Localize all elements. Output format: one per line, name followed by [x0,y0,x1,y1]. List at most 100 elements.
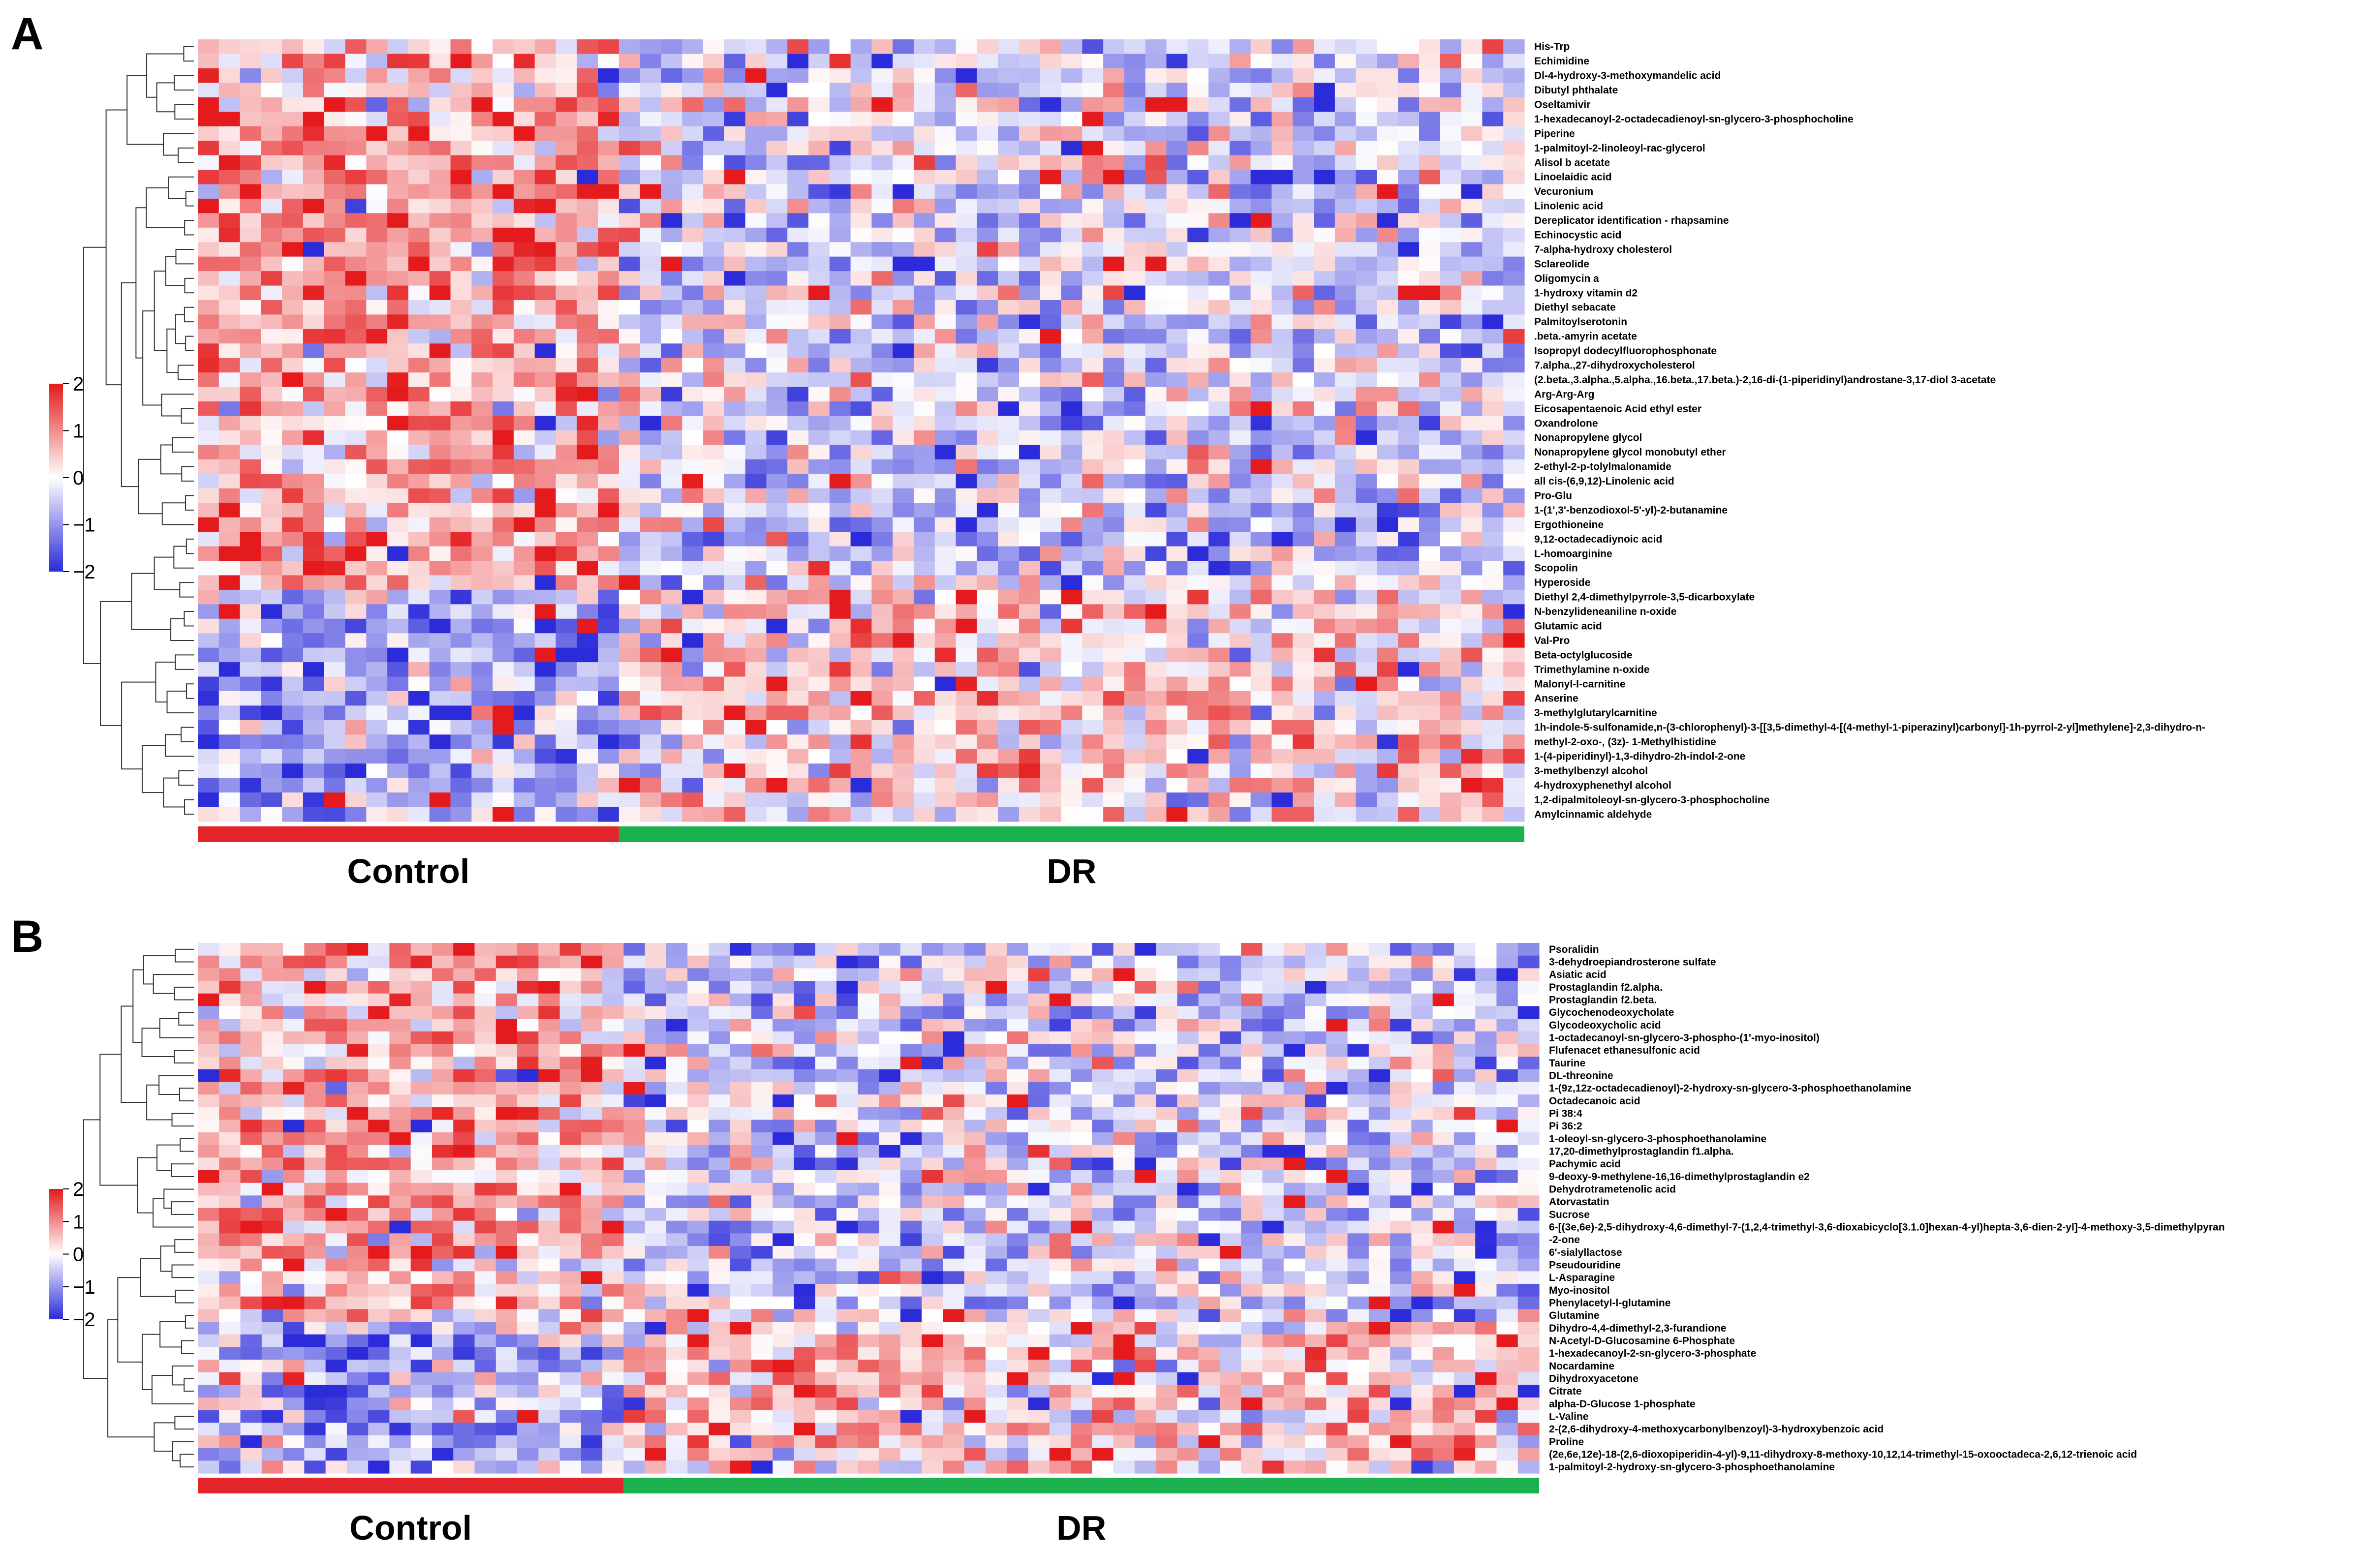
heatmap-cell [1198,1120,1220,1133]
heatmap-cell [1082,532,1104,547]
heatmap-cell [1314,749,1335,764]
heatmap-cell [1271,126,1293,141]
heatmap-cell [618,734,641,750]
heatmap-cell [1156,1132,1178,1146]
heatmap-cell [1377,763,1398,779]
heatmap-cell [1187,242,1209,257]
heatmap-cell [303,387,325,402]
heatmap-cell [513,184,535,199]
heatmap-cell [977,343,998,359]
heatmap-cell [1390,1120,1412,1133]
heatmap-cell [408,676,430,692]
dendrogram-branch [161,394,194,417]
heatmap-cell [368,1006,390,1019]
heatmap-cell [410,1044,433,1057]
heatmap-cell [261,532,282,547]
heatmap-cell [956,662,977,677]
heatmap-cell [581,1145,603,1158]
heatmap-cell [429,141,451,156]
heatmap-cell [577,532,598,547]
heatmap-cell [1271,401,1293,417]
heatmap-cell [815,1157,837,1171]
heatmap-cell [429,271,451,286]
heatmap-cell [956,271,977,286]
heatmap-cell [787,300,809,315]
heatmap-cell [408,749,430,764]
heatmap-cell [1305,1120,1327,1133]
heatmap-cell [577,170,598,185]
heatmap-cell [556,242,577,257]
heatmap-cell [345,372,367,388]
heatmap-cell [1092,1183,1114,1196]
heatmap-cell [724,517,746,532]
heatmap-cell [198,300,219,315]
heatmap-cell [687,1183,710,1196]
heatmap-cell [1092,1157,1114,1171]
heatmap-cell [893,68,914,83]
heatmap-cell [450,459,472,474]
heatmap-cell [1368,1220,1391,1234]
heatmap-cell [1368,1031,1391,1044]
heatmap-cell [850,720,872,735]
heatmap-cell [640,271,662,286]
heatmap-cell [623,1195,646,1209]
heatmap-cell [745,647,767,663]
heatmap-cell [1071,1120,1092,1133]
heatmap-cell [1356,633,1378,648]
heatmap-cell [1482,546,1504,561]
heatmap-cell [893,343,914,359]
heatmap-cell [534,387,556,402]
heatmap-cell [261,227,282,243]
heatmap-cell [1113,1132,1135,1146]
heatmap-cell [745,474,767,489]
heatmap-cell [1453,1132,1476,1146]
heatmap-cell [1440,734,1462,750]
heatmap-cell [1061,329,1082,344]
heatmap-cell [850,54,872,69]
heatmap-cell [794,1082,816,1095]
heatmap-cell [730,1031,752,1044]
heatmap-cell [240,662,261,677]
heatmap-cell [261,343,282,359]
heatmap-cell [602,955,624,969]
heatmap-cell [1461,618,1483,634]
heatmap-cell [858,1183,880,1196]
heatmap-cell [218,720,241,735]
heatmap-cell [977,807,998,822]
heatmap-cell [724,112,746,127]
heatmap-cell [640,691,662,706]
heatmap-cell [577,474,598,489]
heatmap-cell [661,503,682,518]
heatmap-cell [618,300,641,315]
heatmap-cell [709,981,731,994]
heatmap-cell [1314,242,1335,257]
heatmap-cell [1398,39,1420,55]
row-label: 1-hydroxy vitamin d2 [1534,287,1638,299]
heatmap-cell [787,763,809,779]
heatmap-cell [534,343,556,359]
heatmap-cell [493,532,514,547]
heatmap-cell [1040,314,1062,330]
heatmap-cell [998,343,1020,359]
heatmap-cell [1166,459,1188,474]
heatmap-cell [745,459,767,474]
heatmap-cell [198,633,219,648]
heatmap-cell [218,256,241,272]
heatmap-cell [964,1082,986,1095]
heatmap-cell [1040,662,1062,677]
heatmap-cell [661,358,682,373]
heatmap-cell [1177,1195,1199,1209]
heatmap-cell [1040,329,1062,344]
heatmap-cell [261,720,282,735]
heatmap-cell [493,807,514,822]
heatmap-cell [682,387,704,402]
heatmap-cell [534,271,556,286]
heatmap-cell [913,705,935,721]
row-label: Scopolin [1534,563,1578,574]
heatmap-cell [1241,1220,1263,1234]
heatmap-cell [645,1183,667,1196]
heatmap-cell [745,141,767,156]
heatmap-cell [432,1233,454,1246]
heatmap-cell [1293,807,1314,822]
heatmap-cell [493,372,514,388]
